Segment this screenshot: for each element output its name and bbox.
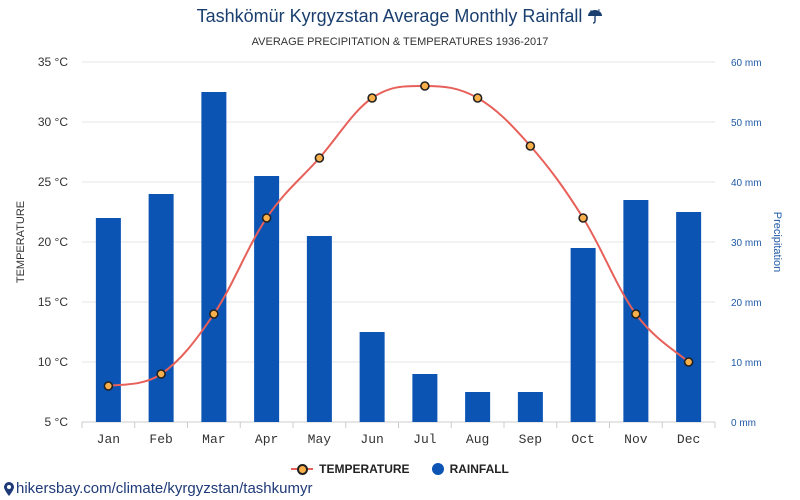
x-axis-tick-label: Aug <box>466 432 489 447</box>
legend-temperature-label: TEMPERATURE <box>319 462 410 476</box>
temperature-point <box>209 309 219 319</box>
chart-title: Tashkömür Kyrgyzstan Average Monthly Rai… <box>0 6 800 29</box>
circle-marker-icon <box>431 463 444 475</box>
temperature-point <box>314 153 325 163</box>
rainfall-bar <box>465 392 491 422</box>
rainfall-bar <box>359 332 385 422</box>
rainfall-bar <box>148 194 174 422</box>
temperature-point <box>367 93 377 103</box>
x-axis-tick-label: Jan <box>97 432 120 447</box>
temperature-point <box>156 369 166 379</box>
left-axis-tick-label: 5 °C <box>45 415 69 429</box>
rainfall-bar <box>306 236 332 422</box>
left-axis-tick-label: 10 °C <box>38 355 68 369</box>
left-axis-tick-label: 30 °C <box>38 115 68 129</box>
rainfall-bar <box>412 374 438 422</box>
line-marker-icon <box>291 463 314 475</box>
temperature-point <box>261 213 272 223</box>
legend-item-temperature[interactable]: TEMPERATURE <box>291 462 410 476</box>
temperature-point <box>525 141 536 151</box>
chart-subtitle: AVERAGE PRECIPITATION & TEMPERATURES 193… <box>251 36 549 48</box>
temperature-point <box>578 213 588 223</box>
temperature-point <box>420 81 430 91</box>
x-axis-tick-label: Sep <box>519 432 542 447</box>
left-axis-tick-label: 25 °C <box>38 175 68 189</box>
source-link[interactable]: hikersbay.com/climate/kyrgyzstan/tashkum… <box>4 480 312 497</box>
x-axis-tick-label: Mar <box>202 432 225 447</box>
x-axis-tick-label: Nov <box>624 432 648 447</box>
umbrella-icon <box>587 8 603 29</box>
left-axis-tick-label: 15 °C <box>38 295 68 309</box>
x-axis-tick-label: Jun <box>360 432 383 447</box>
left-axis-tick-label: 20 °C <box>38 235 68 249</box>
chart-title-text: Tashkömür Kyrgyzstan Average Monthly Rai… <box>196 6 583 26</box>
x-axis-tick-label: Jul <box>413 432 437 447</box>
map-pin-icon <box>4 481 14 496</box>
rainfall-bar <box>517 392 543 422</box>
rainfall-bar <box>95 218 121 422</box>
legend-rainfall-label: RAINFALL <box>449 462 509 476</box>
temperature-point <box>631 309 641 319</box>
rainfall-bar <box>201 92 227 422</box>
x-axis-tick-label: Oct <box>571 432 594 447</box>
rainfall-bar <box>254 176 280 422</box>
right-axis-tick-label: 20 mm <box>731 298 762 309</box>
right-axis-tick-label: 0 mm <box>731 418 756 429</box>
right-axis-tick-label: 10 mm <box>731 358 762 369</box>
right-axis-tick-label: 50 mm <box>731 118 762 129</box>
temperature-line <box>108 84 690 387</box>
temperature-point <box>103 381 114 391</box>
x-axis-tick-label: May <box>308 432 332 447</box>
x-axis-tick-label: Feb <box>149 432 172 447</box>
temperature-point <box>472 93 483 103</box>
left-axis-tick-label: 35 °C <box>38 55 68 69</box>
rainfall-bar <box>570 248 596 422</box>
legend-item-rainfall[interactable]: RAINFALL <box>431 462 509 476</box>
right-axis-tick-label: 60 mm <box>731 58 762 69</box>
right-axis-tick-label: 40 mm <box>731 178 762 189</box>
x-axis-tick-label: Apr <box>255 432 278 447</box>
rainfall-bar <box>676 212 702 422</box>
x-axis-tick-label: Dec <box>677 432 700 447</box>
chart-legend: TEMPERATURE RAINFALL <box>0 462 800 476</box>
source-link-text: hikersbay.com/climate/kyrgyzstan/tashkum… <box>16 480 313 497</box>
right-axis-tick-label: 30 mm <box>731 238 762 249</box>
temperature-point <box>683 357 694 367</box>
